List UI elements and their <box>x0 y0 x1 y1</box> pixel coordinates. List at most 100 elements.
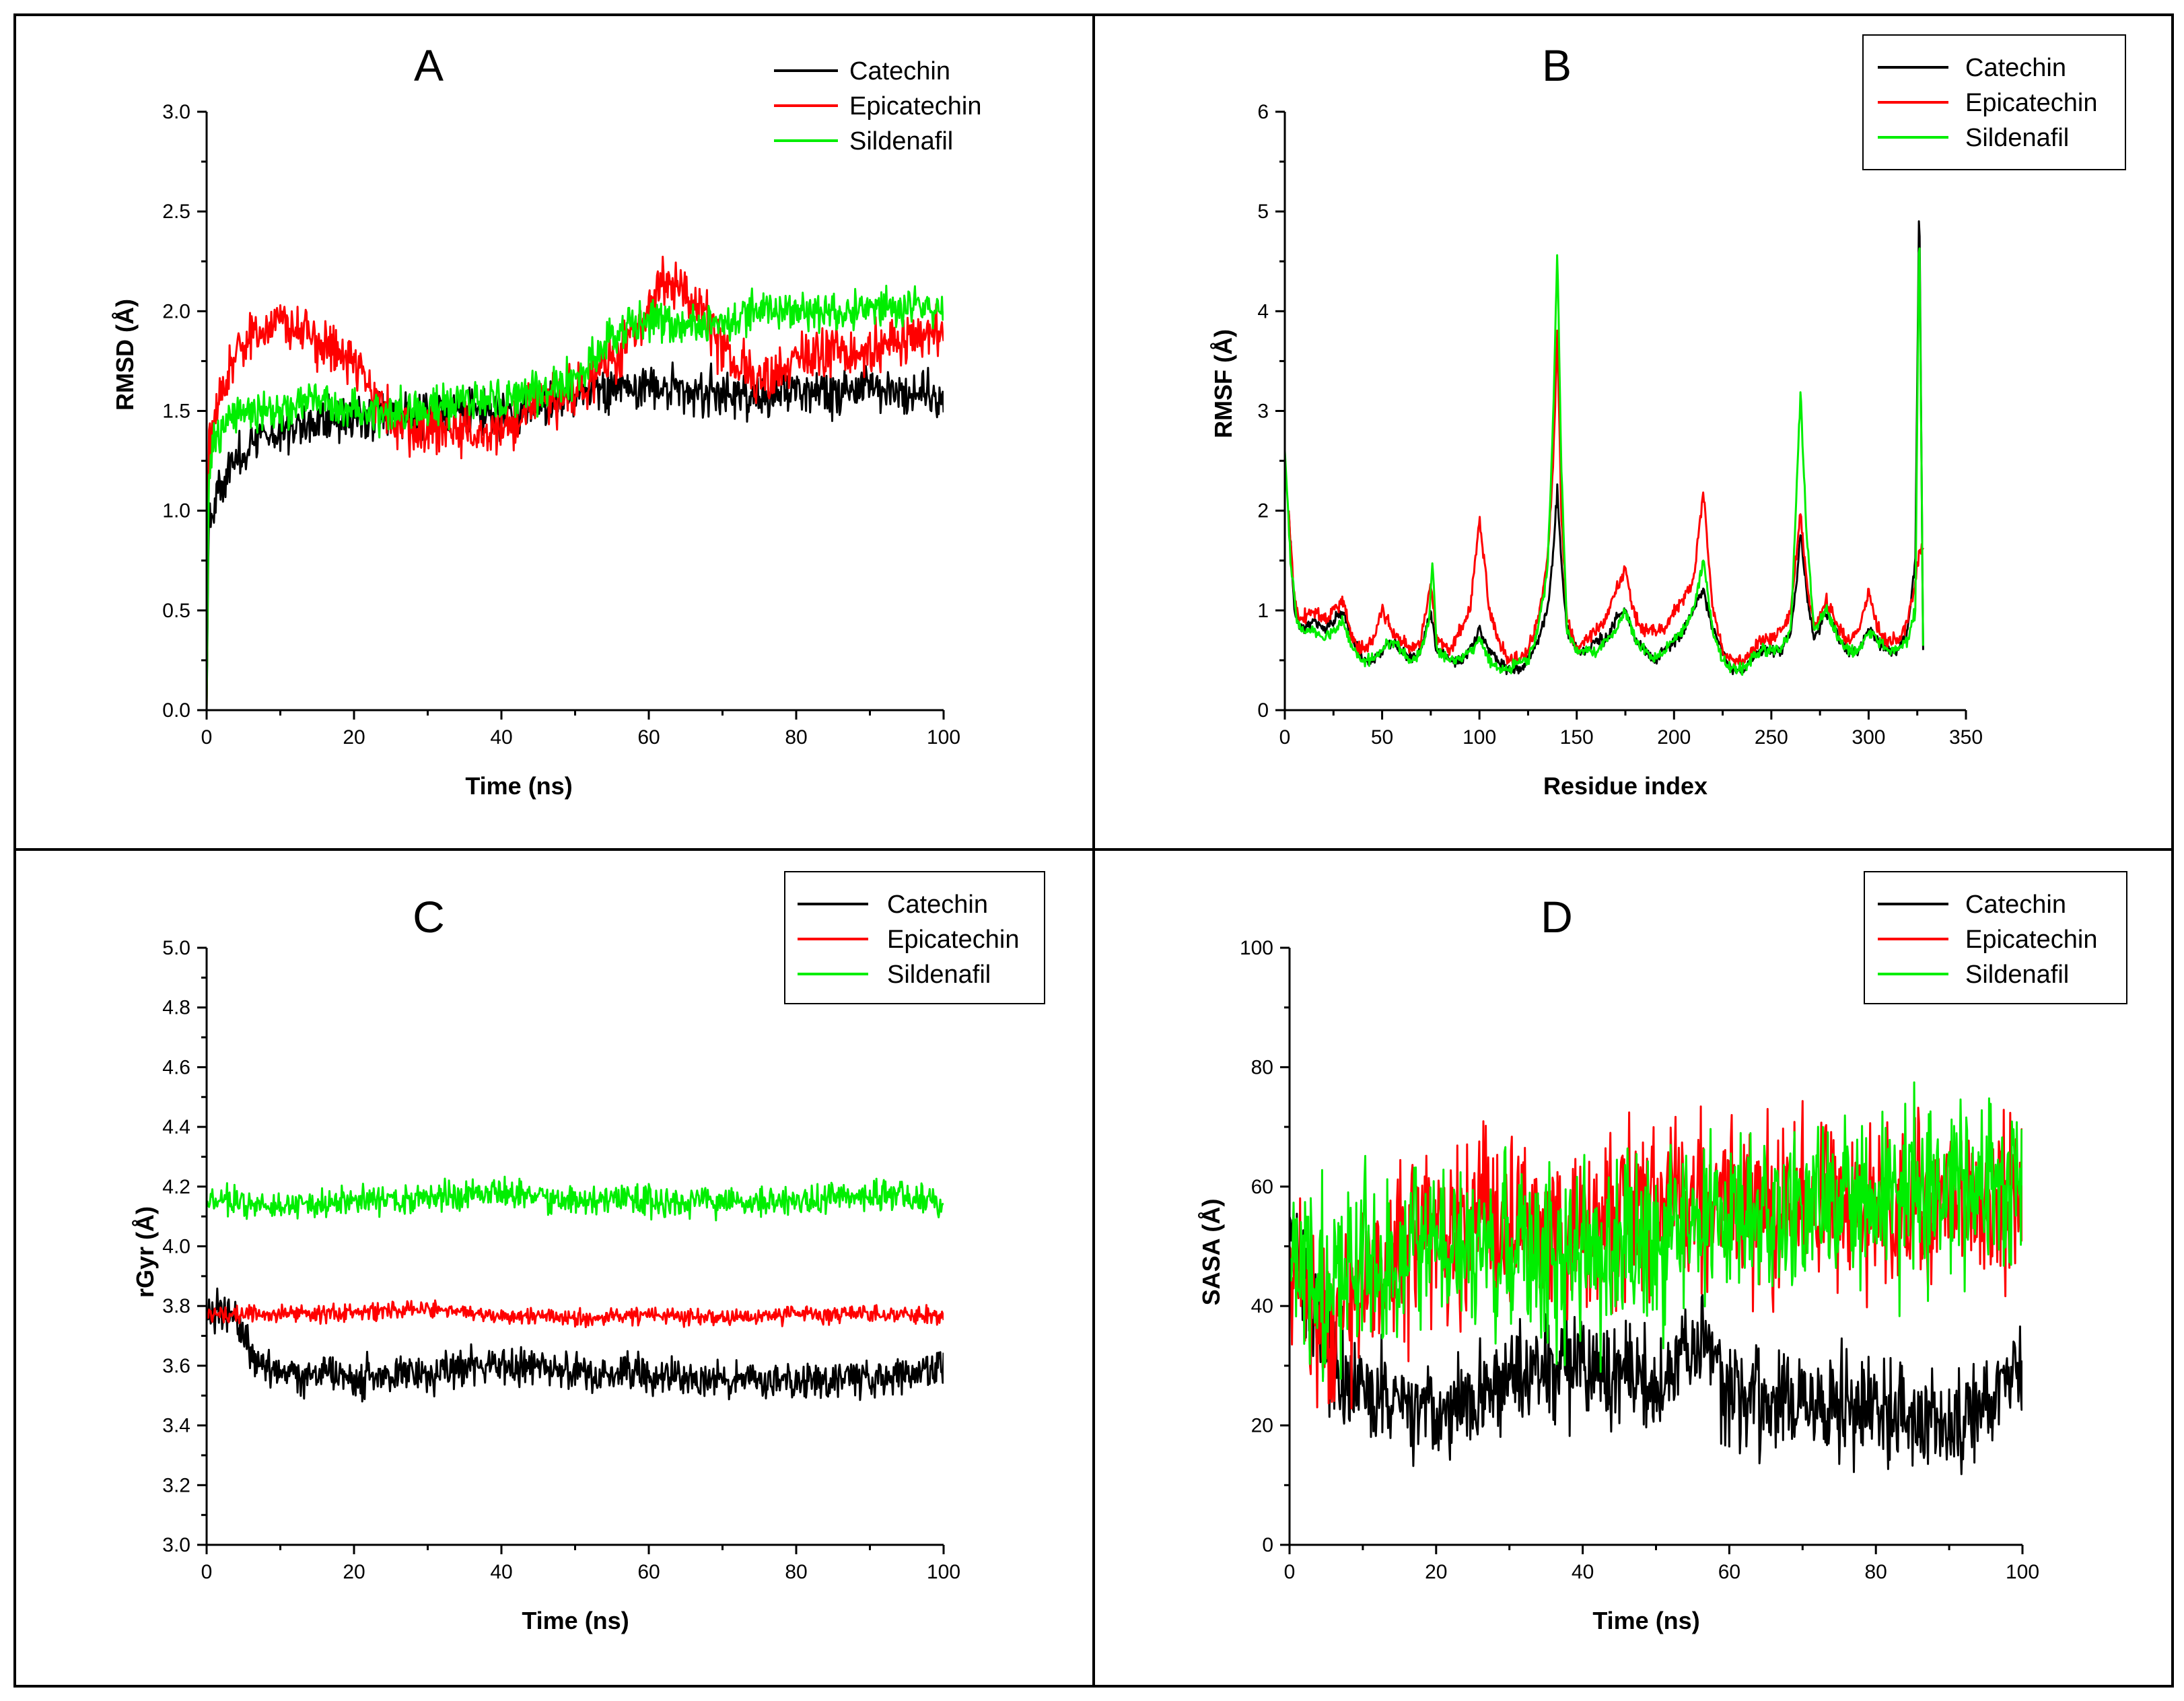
legend: Catechin Epicatechin Sildenafil <box>784 871 1045 1004</box>
y-tick-label: 6 <box>1257 101 1269 123</box>
legend-label-epicatechin: Epicatechin <box>1965 926 2097 954</box>
x-tick-label: 20 <box>1425 1561 1447 1583</box>
x-tick-label: 0 <box>201 726 213 749</box>
y-tick-label: 2.0 <box>162 300 190 322</box>
y-tick-label: 1.5 <box>162 401 190 423</box>
x-tick-label: 100 <box>927 1561 960 1583</box>
series-line-sildenafil <box>1285 247 1924 676</box>
legend: Catechin Epicatechin Sildenafil <box>1864 871 2127 1004</box>
y-tick-label: 0.5 <box>162 600 190 622</box>
x-tick-label: 80 <box>785 1561 807 1583</box>
y-axis-title: RMSD (Å) <box>111 299 139 411</box>
legend-label-catechin: Catechin <box>849 57 950 85</box>
y-tick-label: 80 <box>1251 1056 1273 1078</box>
y-tick-label: 3 <box>1257 401 1269 423</box>
y-tick-label: 3.0 <box>162 1534 190 1556</box>
x-tick-label: 100 <box>927 726 960 749</box>
legend-label-catechin: Catechin <box>1965 54 2066 82</box>
y-tick-label: 100 <box>1240 937 1273 959</box>
series-group <box>1290 1081 2022 1476</box>
panel-b: 0 50 100 150 200 250 300 350 0 1 2 3 4 5 6 Residue inde… <box>1092 13 2174 851</box>
x-tick-label: 80 <box>1865 1561 1887 1583</box>
y-tick-label: 5.0 <box>162 937 190 959</box>
panel-letter: D <box>1541 892 1573 942</box>
y-tick-label: 0.0 <box>162 699 190 722</box>
panel-d: 0 20 40 60 80 100 0 20 40 60 80 100 Time (ns) SASA (Å… <box>1092 848 2174 1688</box>
y-tick-label: 4.4 <box>162 1116 190 1138</box>
x-tick-label: 40 <box>1572 1561 1594 1583</box>
x-tick-label: 60 <box>1718 1561 1740 1583</box>
x-tick-label: 250 <box>1755 726 1788 749</box>
x-tick-label: 0 <box>201 1561 213 1583</box>
legend-label-sildenafil: Sildenafil <box>1965 124 2069 152</box>
x-tick-label: 50 <box>1371 726 1393 749</box>
series-line-catechin <box>207 1287 944 1403</box>
panel-letter: C <box>413 892 445 942</box>
x-axis-title: Time (ns) <box>465 772 572 800</box>
x-tick-label: 40 <box>490 726 512 749</box>
y-tick-label: 3.4 <box>162 1415 190 1437</box>
x-tick-label: 0 <box>1279 726 1291 749</box>
x-tick-label: 100 <box>2006 1561 2039 1583</box>
legend-label-epicatechin: Epicatechin <box>1965 89 2097 117</box>
y-tick-label: 1.0 <box>162 500 190 522</box>
x-tick-label: 100 <box>1463 726 1496 749</box>
y-tick-label: 5 <box>1257 201 1269 223</box>
legend-label-catechin: Catechin <box>887 891 988 919</box>
series-line-sildenafil <box>207 1175 944 1222</box>
y-tick-label: 40 <box>1251 1295 1273 1317</box>
y-tick-label: 4 <box>1257 300 1269 322</box>
x-tick-label: 20 <box>343 1561 365 1583</box>
legend-label-catechin: Catechin <box>1965 891 2066 919</box>
y-tick-label: 3.0 <box>162 101 190 123</box>
series-group <box>207 1175 944 1403</box>
y-tick-label: 0 <box>1257 699 1269 722</box>
y-tick-label: 4.8 <box>162 997 190 1019</box>
panel-letter: B <box>1542 40 1572 90</box>
series-group <box>207 255 944 710</box>
y-axis-title: RMSF (Å) <box>1209 329 1237 438</box>
legend-label-sildenafil: Sildenafil <box>887 961 991 989</box>
x-tick-label: 80 <box>785 726 807 749</box>
y-axis-title: rGyr (Å) <box>131 1206 159 1298</box>
series-group <box>1285 220 1924 676</box>
panel-a: 0 20 40 60 80 100 0.0 0.5 1.0 1.5 2.0 2.5 3.0 Time (n… <box>13 13 1095 851</box>
legend-label-epicatechin: Epicatechin <box>887 926 1019 954</box>
x-tick-label: 0 <box>1284 1561 1296 1583</box>
series-line-sildenafil <box>1290 1081 2022 1383</box>
x-axis-title: Residue index <box>1543 772 1707 800</box>
x-tick-label: 200 <box>1657 726 1691 749</box>
y-tick-label: 20 <box>1251 1415 1273 1437</box>
x-axis-title: Time (ns) <box>1592 1607 1699 1634</box>
series-line-sildenafil <box>207 285 944 710</box>
x-tick-label: 60 <box>637 726 660 749</box>
y-tick-label: 3.6 <box>162 1355 190 1377</box>
series-line-catechin <box>1290 1212 2022 1476</box>
panel-frame <box>1092 848 2174 1688</box>
x-tick-label: 20 <box>343 726 365 749</box>
series-line-epicatechin <box>207 255 944 710</box>
x-axis-title: Time (ns) <box>522 1607 629 1634</box>
y-tick-label: 1 <box>1257 600 1269 622</box>
legend-label-epicatechin: Epicatechin <box>849 92 981 120</box>
legend: Catechin Epicatechin Sildenafil <box>1862 34 2126 170</box>
legend-label-sildenafil: Sildenafil <box>1965 961 2069 989</box>
y-tick-label: 2.5 <box>162 201 190 223</box>
legend: Catechin Epicatechin Sildenafil <box>774 57 981 155</box>
panel-letter: A <box>414 40 444 90</box>
y-tick-label: 4.2 <box>162 1176 190 1198</box>
y-tick-label: 0 <box>1262 1534 1273 1556</box>
y-tick-label: 60 <box>1251 1176 1273 1198</box>
x-tick-label: 350 <box>1949 726 1983 749</box>
y-tick-label: 4.0 <box>162 1236 190 1258</box>
y-tick-label: 3.2 <box>162 1474 190 1496</box>
y-tick-label: 2 <box>1257 500 1269 522</box>
series-line-epicatechin <box>207 1299 944 1329</box>
legend-label-sildenafil: Sildenafil <box>849 127 953 155</box>
x-tick-label: 150 <box>1560 726 1594 749</box>
y-tick-label: 4.6 <box>162 1056 190 1078</box>
y-tick-label: 3.8 <box>162 1295 190 1317</box>
y-axis-title: SASA (Å) <box>1197 1199 1225 1306</box>
x-tick-label: 300 <box>1852 726 1885 749</box>
